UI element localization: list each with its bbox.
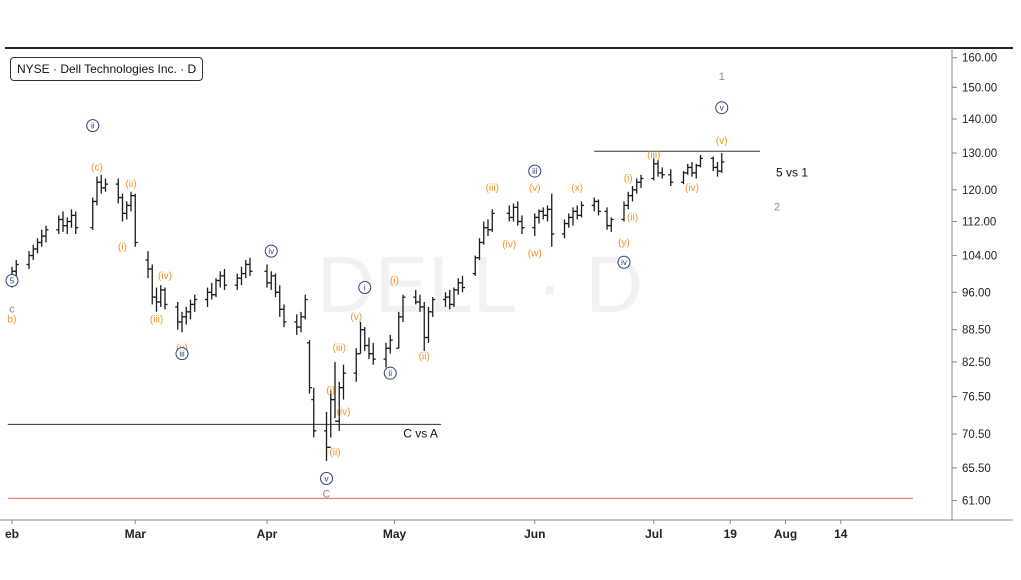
reference-line-label: C vs A — [403, 426, 438, 440]
x-tick-label: Aug — [774, 527, 797, 541]
wave-label: iv — [268, 247, 274, 256]
wave-label: ii — [91, 122, 95, 131]
wave-label: (w) — [528, 248, 542, 259]
x-tick-label: eb — [5, 527, 19, 541]
x-tick-label: Apr — [257, 527, 278, 541]
wave-label-circle — [86, 119, 100, 133]
wave-label-circle — [715, 101, 729, 115]
y-tick-label: 65.50 — [962, 463, 991, 475]
y-tick-label: 61.00 — [962, 496, 991, 508]
wave-label: 2 — [774, 201, 780, 213]
wave-label: (y) — [618, 237, 630, 248]
wave-label-circle — [617, 255, 631, 269]
y-tick-label: 70.50 — [962, 429, 991, 441]
y-tick-label: 112.00 — [962, 217, 996, 229]
x-tick-label: Jun — [524, 527, 545, 541]
wave-label: (i) — [326, 386, 335, 397]
wave-label-circle — [175, 347, 189, 361]
chart-title: NYSE · Dell Technologies Inc. · D — [10, 57, 204, 81]
x-tick-label: 14 — [834, 527, 848, 541]
wave-label: (i) — [624, 173, 633, 184]
wave-label: (i) — [390, 275, 399, 286]
y-tick-label: 76.50 — [962, 392, 991, 404]
y-tick-label: 82.50 — [962, 357, 991, 369]
wave-label: (ii) — [329, 448, 340, 459]
y-tick-label: 150.00 — [962, 82, 997, 94]
wave-label: (v) — [716, 136, 728, 147]
y-tick-label: 88.50 — [962, 325, 991, 337]
wave-label: (iv) — [685, 183, 699, 194]
y-tick-label: 120.00 — [962, 185, 997, 197]
wave-label: (iii) — [150, 314, 163, 325]
wave-label: C — [323, 489, 331, 501]
wave-label: 5 — [10, 276, 15, 285]
y-tick-label: 140.00 — [962, 114, 997, 126]
wave-label: (iv) — [337, 407, 351, 418]
wave-label-circle — [264, 244, 278, 258]
wave-label: c — [9, 303, 15, 315]
y-tick-label: 160.00 — [962, 53, 997, 65]
wave-label: (i) — [118, 242, 127, 253]
wave-label: (c) — [91, 162, 103, 173]
reference-line-label: 5 vs 1 — [776, 165, 808, 179]
wave-label: (iii) — [333, 343, 346, 354]
x-tick-label: Jul — [645, 527, 662, 541]
wave-label-circle — [320, 472, 333, 486]
wave-label: (iii) — [647, 150, 660, 161]
wave-label-circle — [358, 281, 372, 295]
wave-label-circle — [383, 366, 397, 380]
wave-label: (x) — [571, 183, 583, 194]
wave-label: 1 — [719, 71, 725, 83]
x-tick-label: May — [383, 527, 407, 541]
wave-label: (iv) — [502, 240, 516, 251]
wave-label: (iii) — [486, 183, 499, 194]
wave-label: iii — [532, 167, 538, 176]
wave-label: ii — [388, 369, 392, 378]
y-tick-label: 104.00 — [962, 251, 997, 263]
wave-label: (iv) — [158, 271, 172, 282]
wave-label: (v) — [350, 312, 362, 323]
wave-label: (ii) — [125, 179, 136, 190]
wave-label: v — [720, 104, 724, 113]
y-tick-label: 130.00 — [962, 148, 997, 160]
x-tick-label: 19 — [724, 527, 738, 541]
wave-label-circle — [5, 273, 19, 287]
wave-label: (v) — [529, 183, 541, 194]
wave-label: (ii) — [627, 212, 638, 223]
y-tick-label: 96.00 — [962, 287, 991, 299]
x-tick-label: Mar — [125, 527, 147, 541]
wave-label: iii — [179, 350, 185, 359]
wave-label: b) — [8, 314, 17, 325]
wave-label-circle — [528, 164, 542, 178]
wave-label: v — [325, 475, 329, 484]
wave-label: (ii) — [419, 351, 430, 362]
wave-label: i — [364, 284, 366, 293]
wave-label: iv — [621, 258, 627, 267]
